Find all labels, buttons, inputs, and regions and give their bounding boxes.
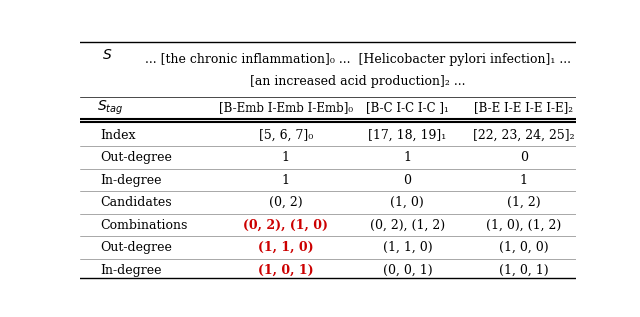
- Text: Out-degree: Out-degree: [100, 241, 172, 254]
- Text: (1, 2): (1, 2): [507, 196, 541, 209]
- Text: Combinations: Combinations: [100, 219, 188, 232]
- Text: (1, 0, 1): (1, 0, 1): [499, 264, 548, 277]
- Text: In-degree: In-degree: [100, 264, 161, 277]
- Text: 1: 1: [520, 174, 528, 187]
- Text: 0: 0: [403, 174, 412, 187]
- Text: $S$: $S$: [102, 48, 113, 62]
- Text: (0, 2): (0, 2): [269, 196, 303, 209]
- Text: 0: 0: [520, 151, 528, 164]
- Text: [B-Emb I-Emb I-Emb]₀: [B-Emb I-Emb I-Emb]₀: [219, 101, 353, 114]
- Text: (0, 2), (1, 2): (0, 2), (1, 2): [370, 219, 445, 232]
- Text: In-degree: In-degree: [100, 174, 161, 187]
- Text: (1, 1, 0): (1, 1, 0): [258, 241, 314, 254]
- Text: (1, 0), (1, 2): (1, 0), (1, 2): [486, 219, 561, 232]
- Text: (0, 0, 1): (0, 0, 1): [383, 264, 432, 277]
- Text: $S_{tag}$: $S_{tag}$: [97, 99, 124, 117]
- Text: 1: 1: [282, 174, 290, 187]
- Text: (1, 0): (1, 0): [390, 196, 424, 209]
- Text: Out-degree: Out-degree: [100, 151, 172, 164]
- Text: [5, 6, 7]₀: [5, 6, 7]₀: [259, 129, 313, 142]
- Text: (1, 0, 1): (1, 0, 1): [258, 264, 314, 277]
- Text: Candidates: Candidates: [100, 196, 172, 209]
- Text: 1: 1: [403, 151, 412, 164]
- Text: ... [the chronic inflammation]₀ ...  [Helicobacter pylori infection]₁ ...: ... [the chronic inflammation]₀ ... [Hel…: [145, 54, 571, 67]
- Text: [an increased acid production]₂ ...: [an increased acid production]₂ ...: [250, 75, 465, 88]
- Text: [17, 18, 19]₁: [17, 18, 19]₁: [368, 129, 447, 142]
- Text: [22, 23, 24, 25]₂: [22, 23, 24, 25]₂: [473, 129, 575, 142]
- Text: (1, 0, 0): (1, 0, 0): [499, 241, 548, 254]
- Text: 1: 1: [282, 151, 290, 164]
- Text: [B-E I-E I-E I-E]₂: [B-E I-E I-E I-E]₂: [474, 101, 573, 114]
- Text: Index: Index: [100, 129, 135, 142]
- Text: (1, 1, 0): (1, 1, 0): [383, 241, 432, 254]
- Text: (0, 2), (1, 0): (0, 2), (1, 0): [243, 219, 328, 232]
- Text: [B-C I-C I-C ]₁: [B-C I-C I-C ]₁: [366, 101, 449, 114]
